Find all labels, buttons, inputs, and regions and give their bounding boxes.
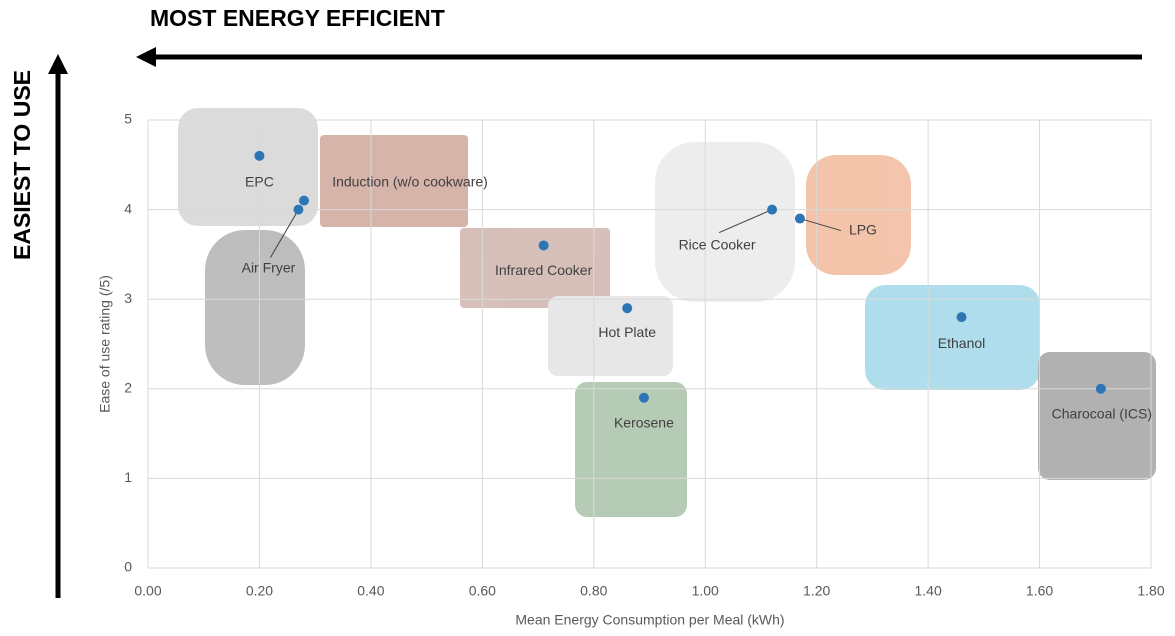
x-tick-label: 1.80 (1137, 583, 1164, 599)
top-annotation: MOST ENERGY EFFICIENT (150, 5, 445, 31)
point-label: Ethanol (938, 335, 985, 351)
point-label: EPC (245, 174, 274, 190)
x-tick-label: 0.80 (580, 583, 607, 599)
point (956, 312, 967, 323)
point (1095, 383, 1106, 394)
point-label: Charocoal (ICS) (1052, 406, 1152, 422)
appliance-image (320, 135, 468, 227)
leader-line (799, 218, 842, 232)
x-tick-label: 0.40 (357, 583, 384, 599)
point-label: Rice Cooker (679, 236, 756, 252)
leader-line (270, 209, 299, 258)
point (538, 240, 549, 251)
y-tick-label: 5 (124, 111, 132, 127)
side-annotation: EASIEST TO USE (9, 70, 35, 260)
y-tick-label: 0 (124, 559, 132, 575)
point (299, 195, 310, 206)
appliance-image (865, 285, 1040, 390)
x-tick-label: 1.00 (692, 583, 719, 599)
point-label: Infrared Cooker (495, 262, 593, 278)
point-label: Kerosene (614, 414, 674, 430)
leader-line (718, 209, 773, 234)
point-label: LPG (849, 221, 877, 237)
appliance-image (1038, 352, 1156, 480)
x-tick-label: 1.20 (803, 583, 830, 599)
x-axis-title: Mean Energy Consumption per Meal (kWh) (515, 612, 784, 628)
y-tick-label: 2 (124, 380, 132, 396)
x-tick-label: 1.40 (914, 583, 941, 599)
y-tick-label: 3 (124, 290, 132, 306)
point (638, 392, 649, 403)
appliance-image (205, 230, 305, 385)
x-tick-label: 0.20 (246, 583, 273, 599)
appliance-image (178, 108, 318, 226)
appliance-image (548, 296, 673, 376)
point-label: Induction (w/o cookware) (332, 173, 488, 189)
appliance-images (178, 108, 1156, 517)
x-tick-label: 0.00 (134, 583, 161, 599)
y-tick-label: 1 (124, 469, 132, 485)
appliance-image (655, 142, 795, 302)
appliance-image (806, 155, 911, 275)
x-tick-label: 0.60 (469, 583, 496, 599)
point-label: Air Fryer (242, 259, 296, 275)
point (794, 213, 805, 224)
x-tick-label: 1.60 (1026, 583, 1053, 599)
y-axis-title: Ease of use rating (/5) (97, 275, 113, 413)
point-label: Hot Plate (598, 324, 656, 340)
point (622, 303, 633, 314)
point (254, 150, 265, 161)
point (293, 204, 304, 215)
appliance-image (575, 382, 687, 517)
appliance-image (460, 228, 610, 308)
point (767, 204, 778, 215)
y-tick-label: 4 (124, 200, 132, 216)
